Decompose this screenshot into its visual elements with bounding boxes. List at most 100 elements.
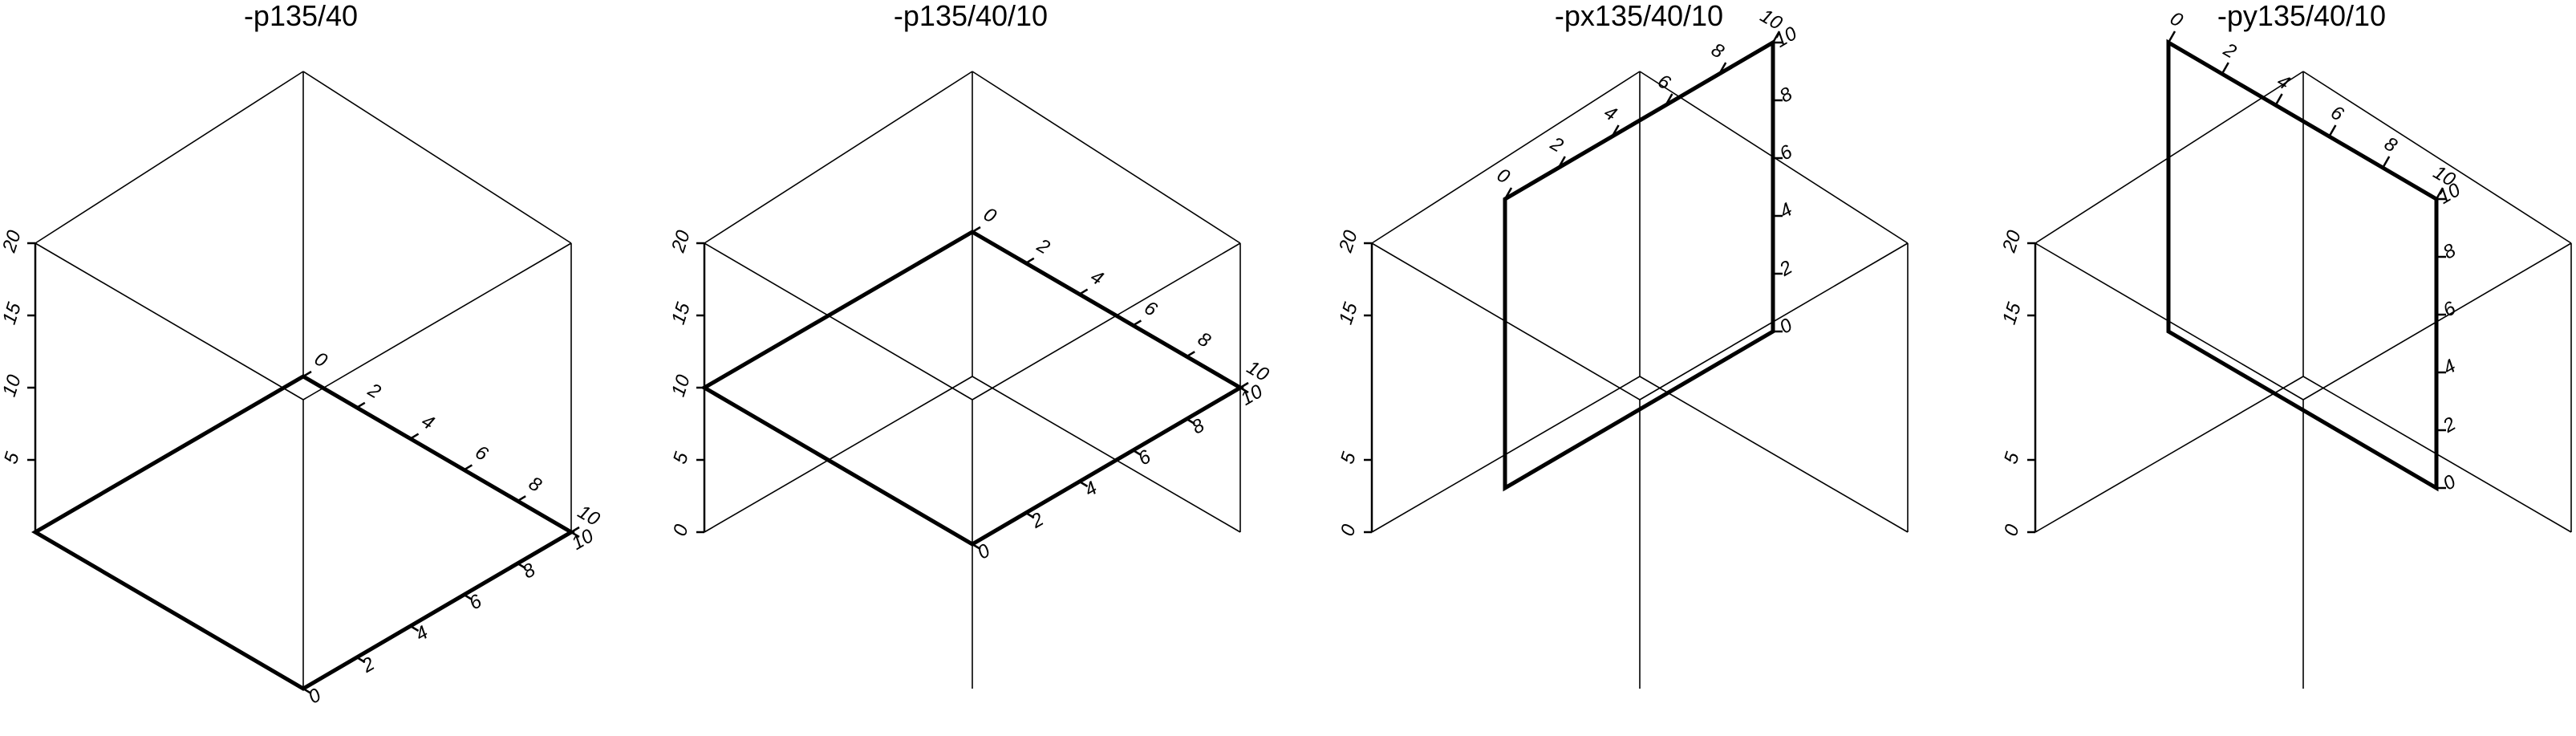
panel-1-y-tick-label: 6 [465, 590, 486, 614]
panel-4-cube-edge [2034, 376, 2304, 533]
panel-4-y-tick-label: 4 [2440, 355, 2460, 379]
panel-4-z-tick-label: 5 [2000, 449, 2024, 467]
panel-2-y-tick [1132, 449, 1142, 457]
panel-3-z-tick-label: 5 [1337, 449, 1361, 467]
panel-2-z-tick-label: 5 [669, 449, 693, 467]
panel-3-x-tick-label: 0 [1493, 164, 1514, 188]
panel-2-x-tick-label: 0 [980, 203, 1000, 227]
panel-1-z-tick-label: 5 [0, 449, 24, 467]
panel-1-cube-edge [302, 242, 572, 401]
panel-3-title: -px135/40/10 [1555, 0, 1723, 32]
panel-2-z-tick-label: 15 [667, 299, 695, 327]
panel-1-x-tick [463, 464, 473, 471]
panel-2-y-tick [1078, 480, 1089, 488]
panel-2-x-tick [1239, 381, 1249, 389]
panel-2-x-tick [1078, 288, 1089, 295]
panel-2-z-tick-label: 10 [667, 372, 695, 399]
panel-4-cube-edge [2302, 71, 2572, 244]
panel-3-z-tick-label: 15 [1335, 299, 1362, 327]
panel-3-x-tick [1611, 124, 1620, 137]
panel-2-y-tick [972, 543, 981, 551]
panel-2-cube-edge [972, 242, 1241, 401]
panel-2-z-tick-label: 20 [667, 227, 695, 255]
panel-3-y-tick-label: 0 [1776, 314, 1797, 338]
panel-4-y-tick-label: 0 [2440, 470, 2460, 494]
panel-1-y-tick-label: 4 [412, 621, 432, 645]
panel-2-y-tick-label: 2 [1027, 508, 1048, 533]
panel-4-y-tick-label: 2 [2439, 413, 2460, 437]
panel-4-x-tick-label: 0 [2166, 7, 2187, 31]
panel-2-y-tick-label: 10 [1237, 380, 1267, 410]
panel-3-x-tick [1665, 93, 1673, 106]
panel-2-y-tick-label: 8 [1188, 414, 1209, 438]
panel-1-y-tick [302, 687, 312, 695]
panel-3-y-tick-label: 4 [1776, 198, 1796, 222]
panel-2-z-tick-label: 0 [669, 522, 693, 539]
panel-1-y-tick [409, 624, 420, 632]
panel-1-x-tick-label: 8 [525, 473, 546, 497]
panel-2-y-tick [1025, 511, 1035, 519]
panel-2-x-tick-label: 6 [1141, 297, 1162, 321]
panel-2-cube-edge [972, 71, 1241, 244]
panel-3-z-tick-label: 0 [1337, 522, 1361, 539]
panel-2-x-tick-label: 2 [1032, 234, 1053, 259]
panel-4-z-tick-label: 15 [1998, 299, 2026, 327]
panel-2-x-tick-label: 8 [1194, 328, 1215, 352]
panel-2-title: -p135/40/10 [894, 0, 1048, 32]
panel-4-x-tick [2221, 62, 2229, 75]
panel-2-cube-edge [704, 71, 973, 244]
panel-3-cube-edge [1371, 71, 1641, 244]
panel-3-x-tick-label: 2 [1546, 132, 1567, 157]
panel-4-z-tick-label: 0 [2000, 522, 2024, 539]
panel-1-z-tick-label: 20 [0, 227, 26, 255]
panel-3-x-tick [1503, 187, 1513, 200]
panel-1-x-tick-label: 4 [418, 410, 438, 434]
panel-2-y-tick [1186, 417, 1195, 425]
panel-3-z-tick-label: 20 [1335, 227, 1362, 255]
panel-1-y-tick [356, 656, 366, 664]
panel-4-x-tick-label: 2 [2219, 39, 2240, 63]
panel-4-x-tick [2382, 156, 2391, 169]
panel-2-cube-edge [704, 376, 973, 533]
panel-2-x-tick-label: 4 [1087, 266, 1107, 290]
panel-3-cube-edge [1639, 376, 1909, 533]
panel-1-y-tick [517, 562, 526, 570]
panel-1-y-tick [570, 531, 580, 539]
panel-1-cube-edge [34, 242, 304, 401]
panel-1-y-tick-label: 0 [305, 684, 326, 708]
panel-2-y-tick [1239, 386, 1249, 394]
panel-1-z-tick-label: 15 [0, 299, 26, 327]
panel-1: -p135/40 5 10 15 20 0 2 4 6 8 10 0 2 4 6 8 10 [0, 0, 604, 709]
panel-1-y-tick-label: 8 [519, 559, 540, 583]
panel-3-y-tick-label: 8 [1776, 83, 1797, 107]
panel-3-x-tick-label: 8 [1707, 39, 1728, 63]
panel-4-x-tick [2328, 124, 2337, 137]
panel-1-x-tick [570, 526, 580, 534]
panel-1-cube-edge [302, 71, 572, 244]
panel-4-x-tick-label: 8 [2380, 132, 2401, 157]
panel-4-x-tick [2167, 30, 2176, 43]
panel-2: -p135/40/10 0 5 10 15 20 0 2 4 6 8 10 0 2 4 6 8 10 [667, 0, 1273, 689]
panel-1-x-tick-label: 2 [363, 379, 384, 404]
panel-2-y-tick-label: 4 [1081, 477, 1101, 501]
panel-2-x-tick [1186, 351, 1195, 358]
panel-2-x-tick [1132, 319, 1142, 327]
panel-3-x-tick [1771, 30, 1781, 43]
panel-2-cube-edge [972, 376, 1241, 533]
panel-1-y-tick-label: 2 [358, 653, 379, 677]
panel-1-x-tick [409, 433, 420, 440]
panel-1-cube-edge [34, 71, 304, 244]
panel-1-x-tick-label: 10 [574, 501, 603, 531]
panel-4-title: -py135/40/10 [2217, 0, 2386, 32]
panel-4-x-tick [2435, 187, 2444, 200]
panel-2-cube-edge [704, 242, 973, 401]
panel-1-x-tick-label: 6 [472, 441, 493, 466]
panel-1-x-tick [302, 370, 312, 378]
panel-1-title: -p135/40 [244, 0, 358, 32]
panel-3-x-tick [1718, 62, 1727, 75]
panel-2-y-tick-label: 6 [1134, 445, 1155, 470]
panel-2-x-tick [1025, 257, 1035, 264]
